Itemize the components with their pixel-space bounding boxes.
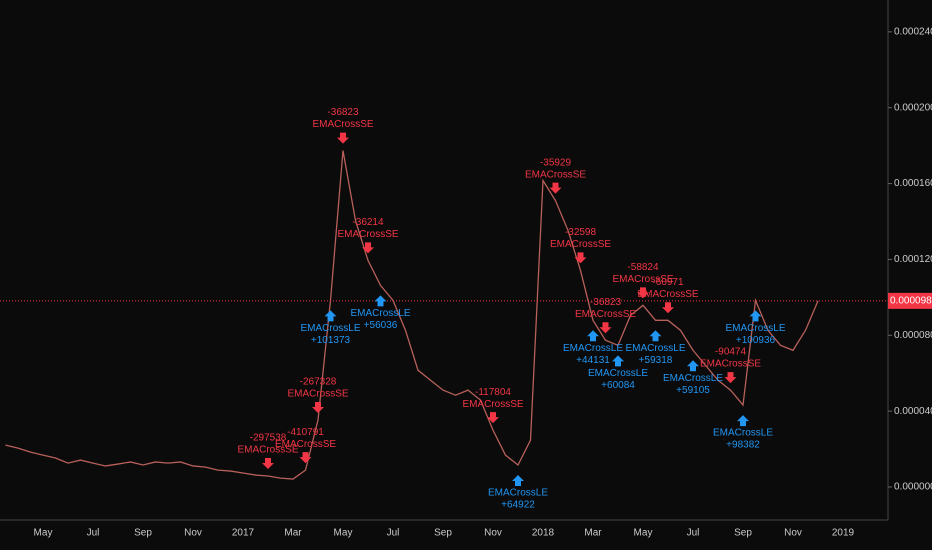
signal-label: EMACrossSE — [337, 229, 398, 240]
x-tick-label: Sep — [434, 528, 452, 539]
signal-label: EMACrossSE — [312, 119, 373, 130]
y-tick-label: 0.00000000 — [894, 482, 932, 493]
signal-label: EMACrossLE — [725, 323, 785, 334]
signal-pnl: +100936 — [736, 335, 776, 346]
signal-pnl: -90474 — [715, 347, 747, 358]
y-tick-label: 0.00012000 — [894, 254, 932, 265]
x-tick-label: 2019 — [832, 528, 855, 539]
signal-pnl: -60971 — [652, 277, 684, 288]
signal-label: EMACrossLE — [563, 343, 623, 354]
short-arrow — [362, 242, 374, 254]
x-tick-label: Nov — [184, 528, 202, 539]
long-arrow — [587, 330, 599, 342]
signal-pnl: -117804 — [475, 387, 511, 398]
short-arrow — [312, 402, 324, 414]
x-tick-label: Jul — [87, 528, 100, 539]
signal-label: EMACrossSE — [612, 274, 673, 285]
signal-label: EMACrossSE — [237, 445, 298, 456]
signal-pnl: -267328 — [300, 377, 337, 388]
signal-pnl: +59105 — [676, 385, 710, 396]
signal-pnl: -297538 — [250, 433, 287, 444]
short-arrow — [662, 302, 674, 314]
x-tick-label: May — [34, 528, 53, 539]
signal-pnl: +64922 — [501, 500, 535, 511]
short-arrow — [637, 287, 649, 299]
x-tick-label: Mar — [284, 528, 302, 539]
signal-label: EMACrossLE — [625, 343, 685, 354]
short-arrow — [299, 452, 312, 464]
x-tick-label: Jul — [687, 528, 700, 539]
x-tick-label: Mar — [584, 528, 602, 539]
short-arrow — [487, 412, 499, 424]
signal-pnl: -36823 — [590, 297, 622, 308]
x-tick-label: 2017 — [232, 528, 255, 539]
short-arrow — [262, 458, 274, 470]
signal-pnl: -410791 — [287, 427, 324, 438]
signal-label: EMACrossSE — [275, 439, 336, 450]
signal-label: EMACrossLE — [588, 368, 648, 379]
short-arrow — [599, 322, 612, 334]
long-arrow — [512, 475, 524, 487]
signal-pnl: +59318 — [639, 355, 673, 366]
signal-pnl: -35929 — [540, 157, 572, 168]
signal-label: EMACrossSE — [525, 169, 586, 180]
signal-label: EMACrossSE — [550, 239, 611, 250]
signal-label: EMACrossSE — [287, 389, 348, 400]
y-tick-label: 0.00008000 — [894, 330, 932, 341]
signal-label: EMACrossLE — [713, 428, 773, 439]
y-tick-label: 0.00024000 — [894, 27, 932, 38]
signal-pnl: -32598 — [565, 227, 597, 238]
long-arrow — [324, 310, 337, 322]
signal-label: EMACrossLE — [488, 488, 548, 499]
short-arrow — [574, 252, 587, 264]
long-arrow — [687, 360, 699, 372]
price-line — [5, 150, 819, 480]
signal-label: EMACrossLE — [300, 323, 360, 334]
last-price-tag — [888, 292, 932, 309]
short-arrow — [724, 372, 737, 384]
signal-label: EMACrossSE — [462, 399, 523, 410]
signal-pnl: -36823 — [327, 107, 359, 118]
y-tick-label: 0.00004000 — [894, 406, 932, 417]
x-tick-label: Nov — [784, 528, 802, 539]
signal-pnl: +60084 — [601, 380, 635, 391]
x-tick-label: Sep — [134, 528, 152, 539]
signal-pnl: -36214 — [352, 217, 384, 228]
signal-pnl: +44131 — [576, 355, 610, 366]
x-tick-label: May — [634, 528, 653, 539]
long-arrow — [737, 415, 749, 427]
x-tick-label: Jul — [387, 528, 400, 539]
signal-label: EMACrossLE — [663, 373, 723, 384]
signal-label: EMACrossSE — [700, 359, 761, 370]
signal-pnl: +98382 — [726, 440, 760, 451]
last-price-label: 0.00009816 — [890, 295, 932, 306]
x-tick-label: May — [334, 528, 353, 539]
y-tick-label: 0.00016000 — [894, 178, 932, 189]
signal-label: EMACrossLE — [350, 308, 410, 319]
y-tick-label: 0.00020000 — [894, 102, 932, 113]
short-arrow — [337, 132, 349, 144]
long-arrow — [649, 330, 662, 342]
x-tick-label: Nov — [484, 528, 502, 539]
signal-label: EMACrossSE — [575, 309, 636, 320]
short-arrow — [549, 182, 562, 194]
long-arrow — [374, 295, 387, 307]
signal-label: EMACrossSE — [637, 289, 698, 300]
signal-pnl: +56036 — [364, 320, 398, 331]
x-tick-label: Sep — [734, 528, 752, 539]
long-arrow — [612, 355, 624, 367]
long-arrow — [749, 310, 762, 322]
signal-pnl: +101373 — [311, 335, 351, 346]
x-tick-label: 2018 — [532, 528, 555, 539]
signal-pnl: -58824 — [627, 262, 659, 273]
